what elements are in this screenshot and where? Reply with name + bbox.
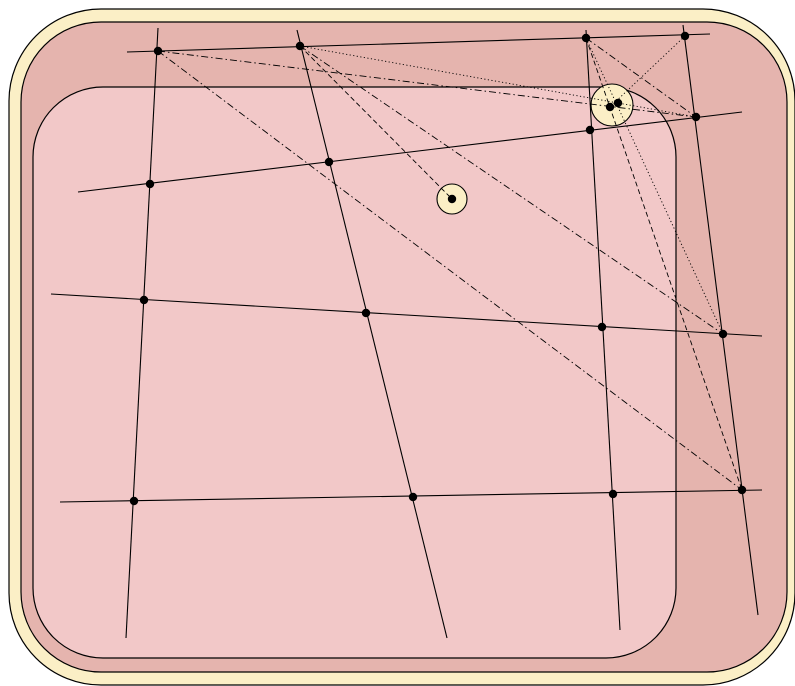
highlight-point-2 — [605, 102, 615, 112]
highlight-points — [447, 98, 623, 204]
grid-points — [129, 31, 747, 506]
grid-line-1 — [126, 33, 711, 53]
grid-point-8 — [691, 112, 701, 122]
grid-point-14 — [408, 492, 418, 502]
grid-line-8 — [682, 24, 759, 616]
grid-point-6 — [324, 157, 334, 167]
grid-point-16 — [737, 485, 747, 495]
grid-point-11 — [597, 322, 607, 332]
grid-line-5 — [125, 27, 159, 639]
construction-line-3 — [299, 45, 724, 335]
construction-line-2 — [157, 50, 743, 491]
grid-line-6 — [296, 29, 448, 639]
grid-line-3 — [50, 293, 763, 337]
grid-point-10 — [361, 308, 371, 318]
grid-point-9 — [139, 295, 149, 305]
construction-lines — [157, 35, 743, 491]
construction-line-7 — [299, 45, 697, 118]
grid-point-5 — [145, 179, 155, 189]
grid-line-2 — [77, 111, 743, 193]
construction-line-6 — [299, 45, 453, 200]
grid-point-7 — [585, 125, 595, 135]
grid-point-13 — [129, 496, 139, 506]
grid-point-2 — [295, 41, 305, 51]
grid-point-3 — [581, 33, 591, 43]
highlight-point-1 — [447, 194, 457, 204]
grid-point-1 — [153, 46, 163, 56]
grid-point-15 — [608, 489, 618, 499]
construction-line-8 — [611, 35, 686, 106]
construction-line-4 — [585, 37, 697, 118]
inner-region — [32, 86, 677, 659]
grid-point-4 — [680, 31, 690, 41]
highlight-point-3 — [613, 98, 623, 108]
grid-point-12 — [718, 329, 728, 339]
construction-line-9 — [585, 37, 724, 335]
